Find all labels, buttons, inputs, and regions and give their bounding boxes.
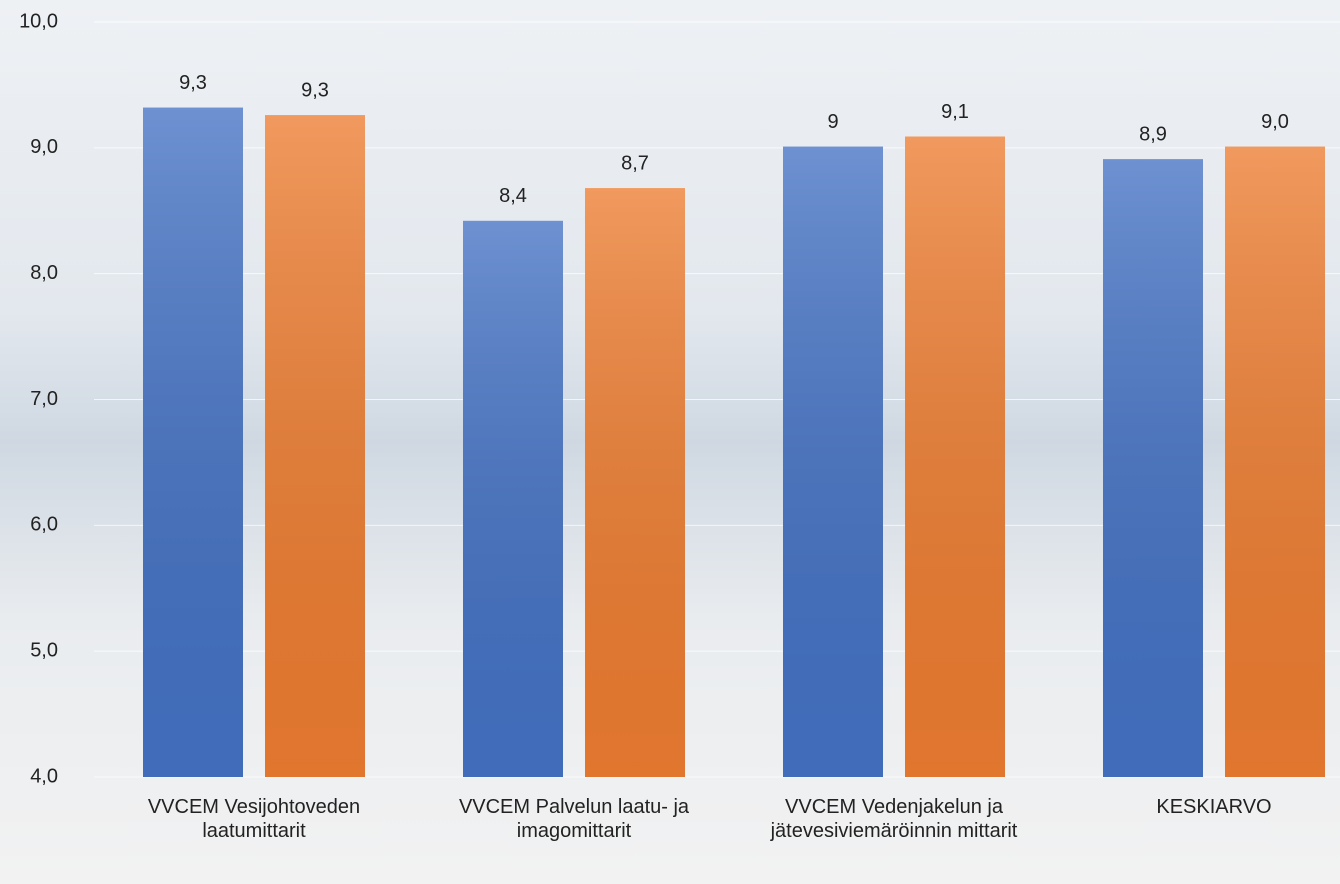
bar-shade <box>783 146 883 777</box>
value-label: 9,0 <box>1261 111 1289 133</box>
x-tick-label: VVCEM Vedenjakelun ja jätevesiviemäröinn… <box>770 796 1018 842</box>
bar-shade <box>143 107 243 778</box>
y-tick-label: 7,0 <box>30 388 58 410</box>
y-tick-label: 10,0 <box>19 10 58 32</box>
value-label: 9 <box>827 111 838 133</box>
bar-shade <box>905 136 1005 778</box>
y-tick-label: 9,0 <box>30 136 58 158</box>
y-tick-label: 4,0 <box>30 765 58 787</box>
y-tick-label: 6,0 <box>30 514 58 536</box>
x-tick-label: VVCEM Vesijohtoveden laatumittarit <box>147 796 361 842</box>
bar-shade <box>1225 146 1325 777</box>
x-tick-label: KESKIARVO <box>1156 796 1272 818</box>
value-label: 8,4 <box>499 185 527 207</box>
y-tick-label: 8,0 <box>30 262 58 284</box>
value-label: 9,3 <box>179 72 207 94</box>
y-tick-label: 5,0 <box>30 639 58 661</box>
value-label: 9,1 <box>941 101 969 123</box>
value-label: 9,3 <box>301 79 329 101</box>
bar-shade <box>265 115 365 777</box>
value-label: 8,7 <box>621 152 649 174</box>
x-tick-label: VVCEM Palvelun laatu- ja imagomittarit <box>458 796 690 842</box>
value-label: 8,9 <box>1139 123 1167 145</box>
bar-shade <box>463 220 563 778</box>
bar-shade <box>1103 159 1203 778</box>
bar-shade <box>585 188 685 778</box>
